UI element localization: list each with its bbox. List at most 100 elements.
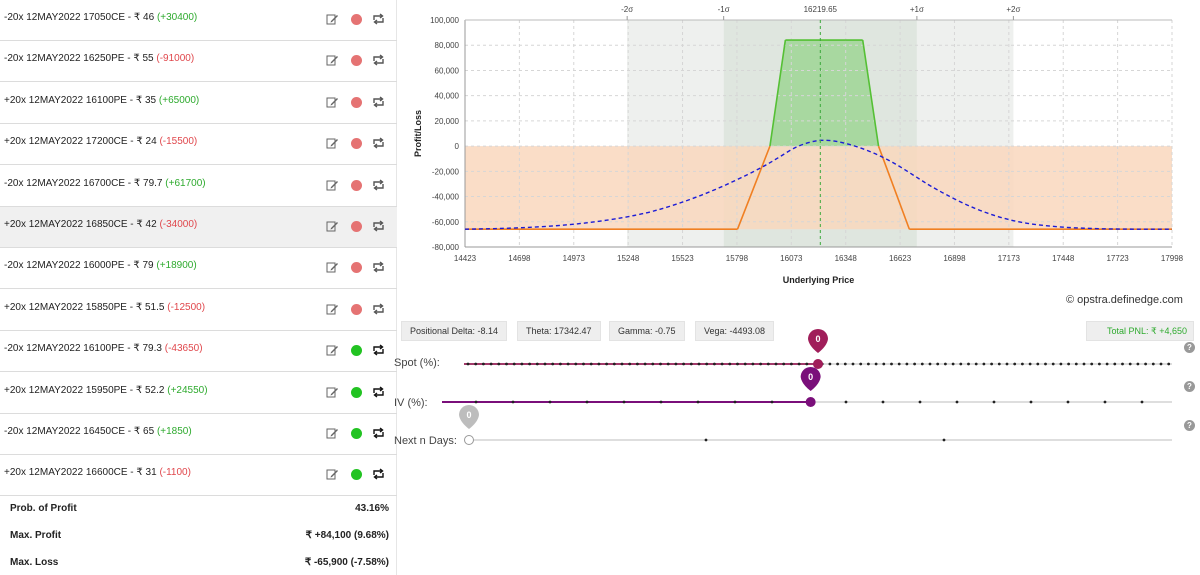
slider-step-dot xyxy=(574,362,578,366)
edit-icon[interactable] xyxy=(326,137,338,149)
expiry-payoff-segment xyxy=(769,39,787,147)
slider-step-dot xyxy=(682,362,685,366)
status-toggle-icon[interactable] xyxy=(351,14,362,25)
y-tick-label: -80,000 xyxy=(432,243,460,252)
leg-row[interactable]: +20x 12MAY2022 17200CE - ₹ 24 (-15500) xyxy=(0,124,397,166)
total-pnl: Total PNL: ₹ +4,650 xyxy=(1086,321,1194,341)
edit-icon[interactable] xyxy=(326,261,338,273)
leg-row[interactable]: -20x 12MAY2022 16250PE - ₹ 55 (-91000) xyxy=(0,41,397,83)
swap-icon[interactable] xyxy=(372,137,385,149)
leg-row[interactable]: +20x 12MAY2022 15850PE - ₹ 51.5 (-12500) xyxy=(0,290,397,331)
max-profit-row: Max. Profit ₹ +84,100 (9.68%) xyxy=(0,521,397,548)
y-tick-label: -40,000 xyxy=(432,193,460,202)
edit-icon[interactable] xyxy=(326,179,338,191)
max-loss-value: ₹ -65,900 (-7.58%) xyxy=(304,557,389,568)
slider-step-dot xyxy=(474,362,478,366)
slider-step-dot xyxy=(628,362,632,366)
swap-icon[interactable] xyxy=(372,179,385,191)
positional-delta: Positional Delta: -8.14 xyxy=(401,321,508,341)
edit-icon[interactable] xyxy=(326,386,338,398)
swap-icon[interactable] xyxy=(372,303,385,315)
swap-icon[interactable] xyxy=(372,261,385,273)
slider-step-dot xyxy=(1074,362,1078,366)
leg-row[interactable]: +20x 12MAY2022 16600CE - ₹ 31 (-1100) xyxy=(0,455,397,497)
slider-handle[interactable] xyxy=(805,397,816,407)
credit-text: © opstra.definedge.com xyxy=(1066,294,1183,306)
target-payoff-line xyxy=(464,139,1172,230)
slider-step-dot xyxy=(1151,362,1155,366)
slider-handle[interactable] xyxy=(464,435,474,445)
swap-icon[interactable] xyxy=(372,468,385,480)
status-toggle-icon[interactable] xyxy=(351,262,362,274)
edit-icon[interactable] xyxy=(326,344,338,356)
slider-step-dot xyxy=(905,362,909,366)
slider-step-dot xyxy=(982,362,986,366)
status-toggle-icon[interactable] xyxy=(351,345,362,357)
swap-icon[interactable] xyxy=(372,96,385,108)
slider-step-dot xyxy=(528,362,531,366)
edit-icon[interactable] xyxy=(326,220,338,232)
status-toggle-icon[interactable] xyxy=(351,428,362,439)
slider-step-dot xyxy=(1029,400,1033,404)
leg-description: -20x 12MAY2022 16250PE - ₹ 55 xyxy=(4,53,154,65)
status-toggle-icon[interactable] xyxy=(351,138,362,150)
edit-icon[interactable] xyxy=(326,468,338,480)
slider-step-dot xyxy=(936,362,940,366)
status-toggle-icon[interactable] xyxy=(351,303,362,315)
swap-icon[interactable] xyxy=(372,220,385,232)
status-toggle-icon[interactable] xyxy=(351,221,362,232)
slider-step-dot xyxy=(992,400,996,404)
swap-icon[interactable] xyxy=(372,54,385,66)
slider-handle[interactable] xyxy=(813,359,823,369)
slider-step-dot xyxy=(622,400,626,404)
slider-step-dot xyxy=(1144,362,1147,366)
leg-row[interactable]: -20x 12MAY2022 16450CE - ₹ 65 (+1850) xyxy=(0,414,397,455)
leg-row[interactable]: +20x 12MAY2022 16850CE - ₹ 42 (-34000) xyxy=(0,207,397,248)
swap-icon[interactable] xyxy=(372,427,385,439)
edit-icon[interactable] xyxy=(326,54,338,66)
days-help-icon[interactable]: ? xyxy=(1184,420,1195,431)
edit-icon[interactable] xyxy=(326,13,338,25)
slider-step-dot xyxy=(696,400,700,404)
status-toggle-icon[interactable] xyxy=(351,386,362,398)
leg-pnl: (-12500) xyxy=(167,301,206,313)
sigma-label: +2σ xyxy=(1006,5,1020,14)
status-toggle-icon[interactable] xyxy=(351,179,362,191)
edit-icon[interactable] xyxy=(326,427,338,439)
slider-step-dot xyxy=(543,362,547,366)
edit-icon[interactable] xyxy=(326,303,338,315)
slider-step-dot xyxy=(511,400,515,404)
slider-step-dot xyxy=(1067,362,1070,366)
slider-step-dot xyxy=(1082,362,1086,366)
leg-row[interactable]: -20x 12MAY2022 16700CE - ₹ 79.7 (+61700) xyxy=(0,166,397,207)
edit-icon[interactable] xyxy=(326,96,338,108)
swap-icon[interactable] xyxy=(372,344,385,356)
leg-row[interactable]: -20x 12MAY2022 16100PE - ₹ 79.3 (-43650) xyxy=(0,331,397,373)
status-toggle-icon[interactable] xyxy=(351,96,362,108)
slider-step-dot xyxy=(1167,362,1171,366)
days-label: Next n Days: xyxy=(394,435,457,447)
leg-row[interactable]: -20x 12MAY2022 17050CE - ₹ 46 (+30400) xyxy=(0,0,397,41)
iv-slider[interactable]: 0 xyxy=(398,366,1200,416)
leg-row[interactable]: -20x 12MAY2022 16000PE - ₹ 79 (+18900) xyxy=(0,248,397,290)
y-tick-label: 40,000 xyxy=(435,92,460,101)
slider-step-dot xyxy=(705,362,709,366)
spot-slider[interactable]: 0 xyxy=(398,326,1200,376)
slider-step-dot xyxy=(674,362,678,366)
slider-step-dot xyxy=(605,362,608,366)
status-toggle-icon[interactable] xyxy=(351,55,362,67)
leg-label: -20x 12MAY2022 16100PE - ₹ 79.3 (-43650) xyxy=(4,343,203,354)
iv-help-icon[interactable]: ? xyxy=(1184,381,1195,392)
slider-step-dot xyxy=(733,400,737,404)
expiry-payoff-segment xyxy=(736,145,771,230)
swap-icon[interactable] xyxy=(372,13,385,25)
leg-row[interactable]: +20x 12MAY2022 16100PE - ₹ 35 (+65000) xyxy=(0,83,397,124)
spot-help-icon[interactable]: ? xyxy=(1184,342,1195,353)
days-slider[interactable]: 0 xyxy=(398,404,1200,454)
x-tick-label: 14698 xyxy=(508,254,531,263)
leg-row[interactable]: +20x 12MAY2022 15950PE - ₹ 52.2 (+24550) xyxy=(0,373,397,414)
status-toggle-icon[interactable] xyxy=(351,469,362,481)
swap-icon[interactable] xyxy=(372,386,385,398)
leg-pnl: (-43650) xyxy=(164,343,203,355)
leg-description: +20x 12MAY2022 16600CE - ₹ 31 xyxy=(4,467,157,479)
